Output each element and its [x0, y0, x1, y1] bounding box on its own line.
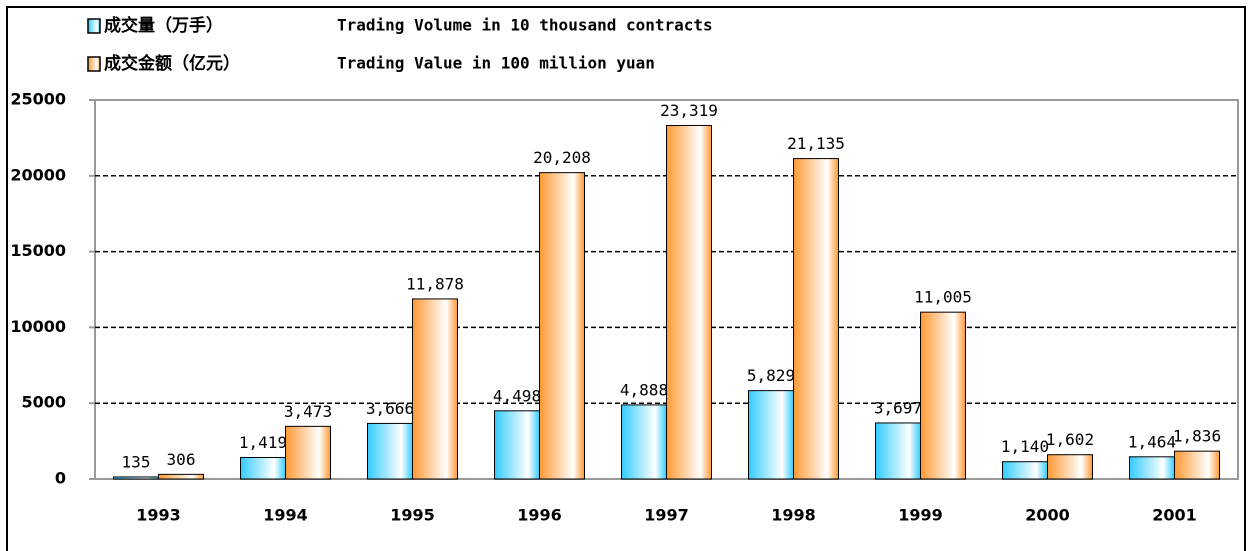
y-tick-label: 25000 — [10, 90, 66, 109]
bar — [367, 422, 413, 480]
data-label: 11,005 — [914, 288, 972, 307]
bar — [285, 425, 331, 480]
bar — [1047, 454, 1093, 480]
data-label: 5,829 — [747, 366, 795, 385]
data-label: 4,888 — [620, 380, 668, 399]
legend-label: 成交量（万手） — [104, 15, 223, 36]
data-label: 1,419 — [239, 433, 287, 452]
data-label: 23,319 — [660, 101, 718, 120]
bar — [1002, 461, 1048, 480]
bar — [539, 172, 585, 480]
bar — [240, 456, 286, 480]
data-label: 135 — [122, 452, 151, 471]
y-tick-label: 15000 — [10, 241, 66, 260]
x-tick-label: 1997 — [644, 506, 689, 525]
bar — [875, 422, 921, 480]
y-tick-label: 10000 — [10, 317, 66, 336]
bar — [494, 410, 540, 480]
legend-description: Trading Volume in 10 thousand contracts — [337, 16, 713, 35]
data-label: 11,878 — [406, 274, 464, 293]
data-label: 3,697 — [874, 398, 922, 417]
bar — [666, 124, 712, 480]
legend-swatch — [87, 18, 101, 34]
data-label: 1,140 — [1001, 437, 1049, 456]
x-tick-label: 1993 — [136, 506, 181, 525]
data-label: 1,464 — [1128, 432, 1176, 451]
bar — [920, 311, 966, 480]
legend-description: Trading Value in 100 million yuan — [337, 54, 655, 73]
bar — [793, 158, 839, 480]
data-label: 21,135 — [787, 134, 845, 153]
legend-label: 成交金额（亿元） — [104, 53, 240, 74]
x-tick-label: 1999 — [898, 506, 943, 525]
data-label: 1,836 — [1173, 427, 1221, 446]
legend-swatch — [87, 56, 101, 72]
data-label: 1,602 — [1046, 430, 1094, 449]
data-label: 3,473 — [284, 402, 332, 421]
bar — [412, 298, 458, 480]
data-label: 306 — [167, 450, 196, 469]
bar — [113, 476, 159, 480]
data-label: 20,208 — [533, 148, 591, 167]
x-tick-label: 1998 — [771, 506, 816, 525]
x-tick-label: 2000 — [1025, 506, 1070, 525]
bar — [621, 404, 667, 480]
x-tick-label: 1996 — [517, 506, 562, 525]
bar — [1129, 456, 1175, 480]
data-label: 4,498 — [493, 386, 541, 405]
bar — [158, 473, 204, 480]
x-tick-label: 2001 — [1152, 506, 1197, 525]
y-tick-label: 0 — [55, 469, 66, 488]
x-tick-label: 1994 — [263, 506, 308, 525]
y-tick-label: 20000 — [10, 165, 66, 184]
y-tick-label: 5000 — [21, 393, 66, 412]
bar — [748, 390, 794, 480]
x-tick-label: 1995 — [390, 506, 435, 525]
data-label: 3,666 — [366, 399, 414, 418]
bar — [1174, 450, 1220, 480]
frame — [6, 6, 1246, 551]
